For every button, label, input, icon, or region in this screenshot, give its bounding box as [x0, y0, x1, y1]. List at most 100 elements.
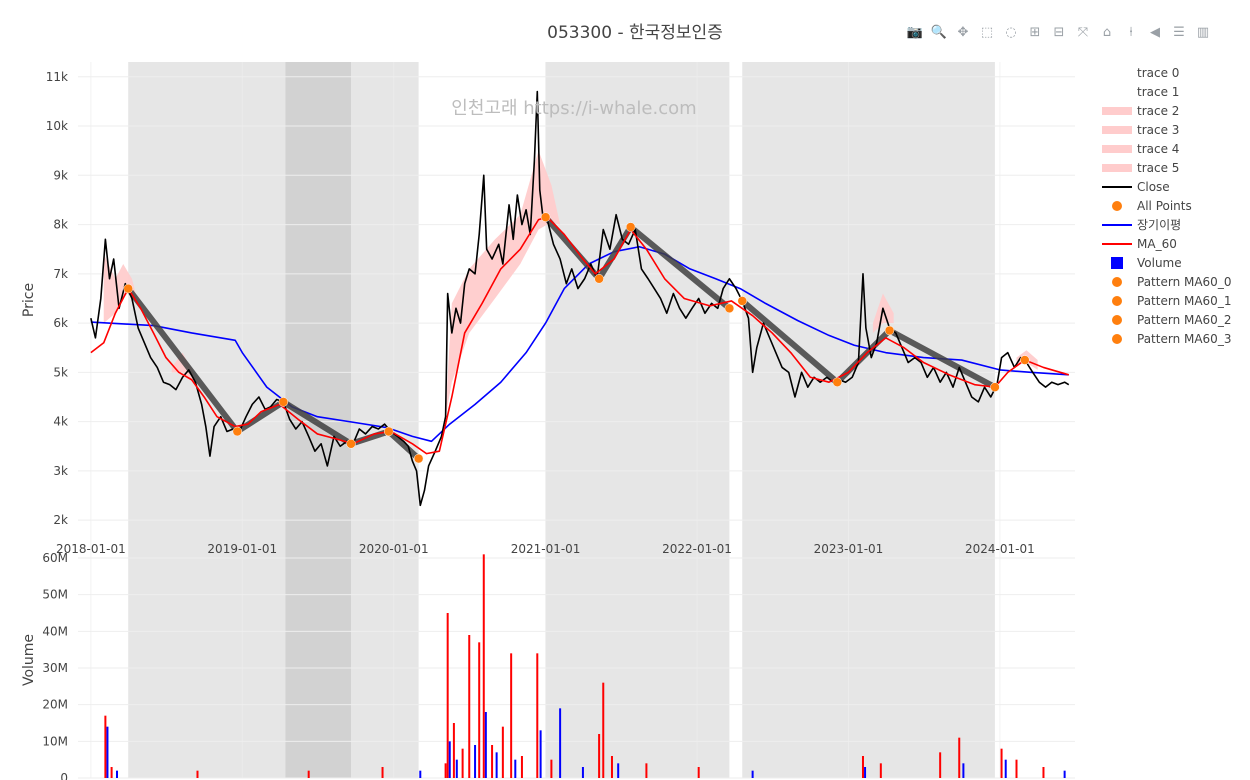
legend-item[interactable]: trace 2 — [1102, 104, 1179, 118]
zoom-icon[interactable]: 🔍 — [930, 24, 948, 40]
legend-item[interactable]: Pattern MA60_3 — [1112, 332, 1231, 346]
price-tick-label: 6k — [53, 316, 68, 330]
volume-bar-down-17 — [1063, 770, 1066, 778]
volume-bar-up-28 — [1015, 759, 1018, 778]
pattern-point-12 — [884, 325, 895, 336]
legend-marker-swatch — [1112, 315, 1122, 325]
volume-bar-down-4 — [455, 759, 458, 778]
x-tick-label: 2024-01-01 — [965, 542, 1035, 556]
x-tick-label: 2019-01-01 — [207, 542, 277, 556]
legend-item[interactable]: Close — [1102, 180, 1170, 194]
volume-bar-up-4 — [381, 767, 384, 778]
pattern-point-10 — [737, 296, 748, 306]
volume-bar-up-8 — [461, 748, 464, 778]
home-icon[interactable]: ⌂ — [1102, 24, 1112, 40]
legend-item[interactable]: trace 3 — [1102, 123, 1179, 137]
legend-item[interactable]: Pattern MA60_2 — [1112, 313, 1231, 327]
price-tick-label: 7k — [53, 267, 68, 281]
watermark: 인천고래 https://i-whale.com — [451, 98, 696, 119]
volume-bar-up-19 — [602, 682, 605, 778]
box-select-icon[interactable]: ⬚ — [980, 24, 994, 40]
volume-bar-up-6 — [446, 613, 449, 778]
volume-bar-up-9 — [468, 635, 471, 778]
volume-bar-up-14 — [510, 653, 513, 778]
legend-item[interactable]: trace 4 — [1102, 142, 1179, 156]
pattern-point-3 — [346, 439, 356, 449]
spike-lines-icon[interactable]: ⍿ — [1129, 24, 1133, 40]
price-tick-label: 5k — [53, 365, 68, 379]
zoom-out-icon[interactable]: ⊟ — [1053, 24, 1065, 40]
legend-marker-swatch — [1112, 296, 1122, 306]
volume-bar-up-29 — [1042, 767, 1045, 778]
pattern-point-11 — [832, 377, 843, 387]
volume-bar-up-25 — [939, 752, 942, 778]
volume-bar-down-13 — [751, 770, 754, 778]
legend-item[interactable]: Pattern MA60_0 — [1112, 275, 1231, 289]
pattern-point-13 — [990, 382, 1000, 392]
legend-item[interactable]: All Points — [1112, 199, 1192, 213]
grid-lines — [78, 62, 1075, 779]
autoscale-icon[interactable]: ⤧ — [1077, 24, 1089, 40]
legend-band-swatch — [1102, 164, 1132, 172]
volume-bar-up-23 — [861, 756, 864, 778]
legend-label: trace 2 — [1137, 104, 1179, 118]
volume-bar-up-27 — [1000, 748, 1003, 778]
legend-marker-swatch — [1112, 334, 1122, 344]
volume-bar-down-9 — [539, 730, 542, 778]
legend-item[interactable]: MA_60 — [1102, 237, 1177, 251]
shaded-region-0 — [128, 62, 419, 778]
legend-item[interactable]: 장기이평 — [1102, 218, 1181, 232]
legend-item[interactable]: Volume — [1111, 256, 1182, 270]
volume-bar-up-20 — [610, 756, 613, 778]
volume-bar-down-11 — [581, 767, 584, 778]
hover-closest-icon[interactable]: ◀ — [1150, 24, 1160, 40]
volume-tick-label: 10M — [42, 734, 68, 748]
shaded-regions — [128, 62, 995, 778]
legend-item[interactable]: trace 0 — [1137, 66, 1179, 80]
legend-item[interactable]: trace 1 — [1137, 85, 1179, 99]
zoom-in-icon[interactable]: ⊞ — [1029, 24, 1041, 40]
volume-bar-up-22 — [697, 767, 700, 778]
pattern-segment-1 — [543, 215, 732, 311]
plotly-logo-icon[interactable]: ▥ — [1196, 24, 1210, 40]
volume-bar-down-1 — [116, 770, 119, 778]
x-tick-label: 2021-01-01 — [511, 542, 581, 556]
volume-bar-down-12 — [617, 763, 620, 778]
volume-bar-down-14 — [864, 767, 867, 778]
pattern-point-1 — [232, 426, 243, 437]
x-tick-label: 2022-01-01 — [662, 542, 732, 556]
legend-label: trace 4 — [1137, 142, 1179, 156]
legend-label: Pattern MA60_1 — [1137, 294, 1231, 308]
volume-bar-down-6 — [484, 712, 487, 778]
volume-bar-up-11 — [482, 554, 485, 778]
price-tick-label: 3k — [53, 464, 68, 478]
pan-icon[interactable]: ✥ — [957, 24, 969, 40]
volume-bar-up-18 — [598, 734, 601, 778]
lasso-select-icon[interactable]: ◌ — [1005, 24, 1017, 40]
volume-bar-up-5 — [444, 763, 447, 778]
legend-label: trace 3 — [1137, 123, 1179, 137]
volume-bar-down-8 — [514, 759, 517, 778]
pattern-segment-0 — [125, 286, 421, 461]
hover-compare-icon[interactable]: ☰ — [1173, 24, 1185, 40]
volume-bar-up-21 — [645, 763, 648, 778]
legend-label: Pattern MA60_0 — [1137, 275, 1231, 289]
legend-item[interactable]: Pattern MA60_1 — [1112, 294, 1231, 308]
pattern-point-14 — [1020, 355, 1030, 365]
price-tick-label: 10k — [46, 119, 68, 133]
price-tick-label: 9k — [53, 168, 68, 182]
legend-label: Pattern MA60_2 — [1137, 313, 1231, 327]
modebar: 📷 🔍 ✥ ⬚ ◌ ⊞ ⊟ ⤧ ⌂ ⍿ ◀ ☰ ▥ — [905, 22, 1213, 42]
camera-icon[interactable]: 📷 — [906, 24, 924, 40]
volume-bars — [104, 554, 1066, 778]
legend-label: MA_60 — [1137, 237, 1177, 251]
pattern-point-8 — [625, 222, 636, 232]
volume-bar-up-15 — [520, 756, 523, 778]
pattern-point-9 — [724, 303, 735, 314]
volume-bar-up-24 — [879, 763, 882, 778]
legend-item[interactable]: trace 5 — [1102, 161, 1179, 175]
volume-bar-up-17 — [550, 759, 553, 778]
volume-bar-up-7 — [452, 723, 455, 778]
volume-bar-down-3 — [448, 741, 451, 778]
price-tick-label: 2k — [53, 513, 68, 527]
